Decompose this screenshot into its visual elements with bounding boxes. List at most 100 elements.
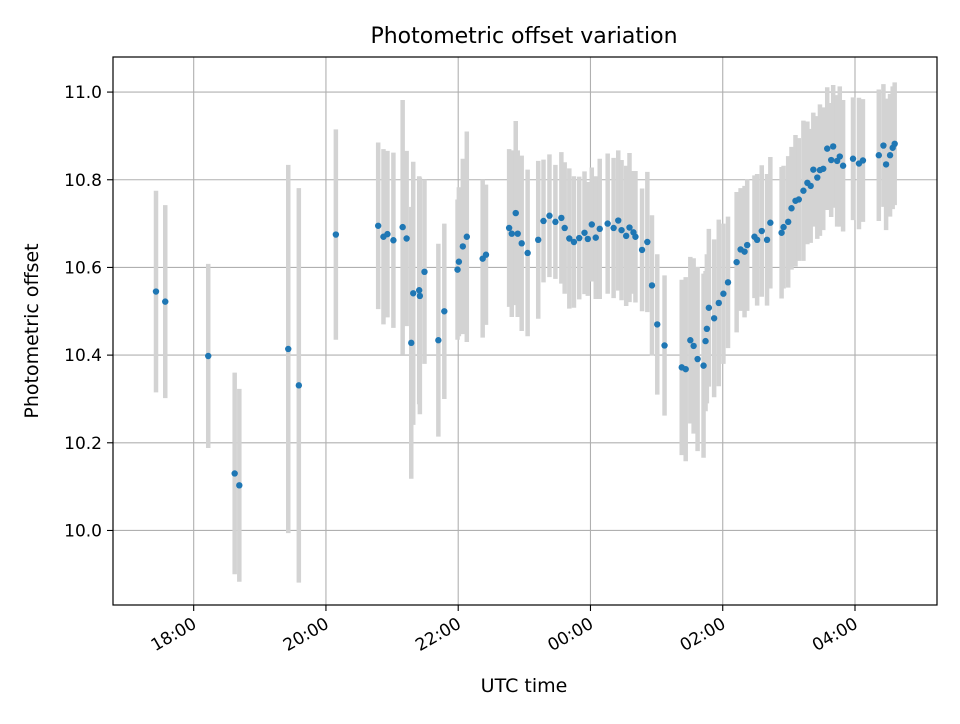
data-point [524,249,531,257]
data-point [615,217,622,224]
data-point [455,258,463,265]
data-point [518,240,525,247]
data-point [849,155,857,162]
data-point [886,152,894,159]
y-tick-label: 10.8 [64,171,102,191]
data-point [800,187,807,194]
data-point [820,165,827,172]
data-point [454,266,461,273]
data-point [795,196,802,203]
y-axis-label: Photometric offset [21,243,43,418]
data-point [810,166,817,173]
data-point [570,238,578,246]
data-point [859,157,867,164]
chart-title: Photometric offset variation [370,24,677,49]
data-point [512,209,519,217]
data-point [384,230,391,238]
data-point [374,222,382,229]
data-point [814,174,821,181]
data-point [720,290,727,297]
errorbar-layer [153,82,897,583]
data-point [566,235,573,242]
y-tick-label: 11.0 [64,83,102,103]
data-point [205,352,212,360]
data-point [882,161,890,168]
data-point [540,217,547,225]
data-point [416,292,424,300]
data-point [682,365,689,373]
data-point [785,218,792,226]
y-tick-label: 10.2 [64,434,102,454]
x-tick-label: 18:00 [148,614,200,656]
data-point [592,234,599,241]
data-point [626,224,633,231]
data-point [788,205,795,212]
data-point [741,248,748,255]
data-point [703,325,711,333]
x-tick-label: 00:00 [545,614,597,656]
data-point [702,337,709,345]
data-point [836,153,843,160]
data-point [700,362,707,369]
data-point [710,315,718,322]
x-tick-label: 04:00 [809,614,861,656]
data-point [733,258,740,266]
data-point [552,218,559,226]
y-tick-label: 10.0 [64,521,102,541]
data-point [505,224,513,232]
data-point [829,143,837,150]
data-point [705,304,713,311]
data-point [231,470,238,477]
y-tick-label: 10.4 [64,346,102,366]
data-point [463,233,471,240]
data-point [596,225,603,233]
x-tick-label: 22:00 [412,614,464,656]
data-point [622,232,630,240]
data-point [780,223,787,231]
data-point [880,142,887,149]
data-point [514,230,521,237]
data-point [576,234,583,242]
data-point [421,268,428,276]
data-point [558,214,565,222]
data-point [584,235,592,243]
x-tick-label: 02:00 [677,614,729,656]
data-point [403,235,410,242]
point-layer [152,140,898,489]
data-point [753,236,761,244]
data-point [654,321,661,328]
data-point [390,237,397,244]
data-point [561,224,568,232]
data-point [408,339,415,347]
data-point [744,241,751,249]
data-point [661,342,668,349]
data-point [824,145,831,152]
data-point [415,287,423,294]
data-point [285,345,292,353]
data-point [399,223,406,231]
data-point [152,288,160,295]
data-point [459,243,467,250]
data-point [508,230,515,237]
x-tick-label: 20:00 [280,614,332,656]
data-point [535,236,542,244]
data-point [644,238,651,246]
data-point [482,251,490,258]
data-point [295,382,303,389]
data-point [632,233,639,240]
data-point [162,298,169,305]
data-point [758,227,765,235]
data-point [618,226,625,234]
data-point [441,308,448,315]
data-point [767,219,774,226]
data-point [588,221,595,228]
data-point [610,224,617,232]
x-axis-label: UTC time [481,675,568,697]
data-point [827,156,835,164]
data-point [236,482,243,489]
data-point [724,279,732,286]
data-point [694,355,701,363]
data-point [648,282,656,289]
